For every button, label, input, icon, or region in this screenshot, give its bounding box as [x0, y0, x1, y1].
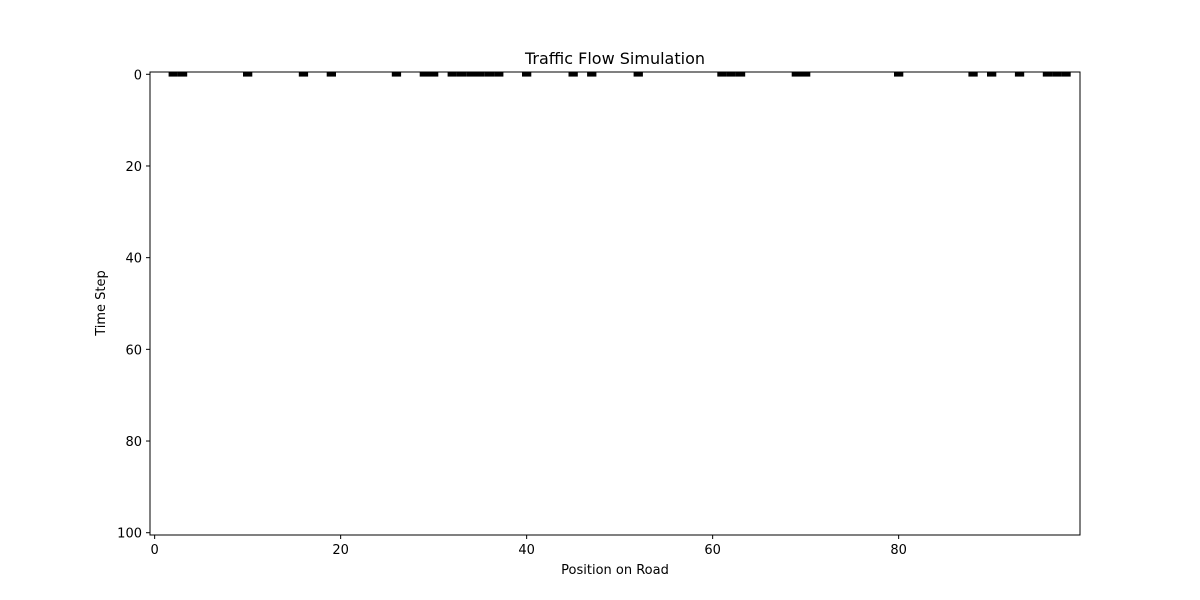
y-tick-label: 60 — [125, 343, 142, 358]
y-tick-label: 20 — [125, 160, 142, 175]
y-axis-label: Time Step — [94, 270, 109, 337]
occupied-cell — [243, 72, 253, 77]
occupied-cell — [475, 72, 485, 77]
occupied-cell — [484, 72, 495, 77]
plot-area — [150, 72, 1080, 535]
occupied-cell — [1052, 72, 1062, 77]
occupied-cell — [391, 72, 402, 77]
occupied-cell — [1042, 72, 1053, 77]
occupied-cell — [587, 72, 597, 77]
occupied-cell — [494, 72, 504, 77]
y-axis-ticks: 0 20 40 60 80 100 — [117, 68, 150, 542]
occupied-cell — [735, 72, 746, 77]
y-tick-label: 40 — [125, 252, 142, 267]
occupied-cell — [894, 72, 904, 77]
y-tick-label: 80 — [125, 435, 142, 450]
occupied-cell — [177, 72, 188, 77]
occupied-cell — [568, 72, 578, 77]
occupied-cell — [447, 72, 457, 77]
occupied-cell — [717, 72, 727, 77]
x-tick-label: 0 — [151, 543, 159, 558]
occupied-cell — [791, 72, 801, 77]
x-tick-label: 80 — [890, 543, 907, 558]
occupied-cell — [522, 72, 532, 77]
occupied-cell — [298, 72, 309, 77]
x-axis-ticks: 0 20 40 60 80 — [151, 535, 907, 558]
occupied-cell — [1014, 72, 1025, 77]
x-tick-label: 20 — [332, 543, 349, 558]
occupied-cell — [419, 72, 429, 77]
occupied-cell — [429, 72, 439, 77]
occupied-cell — [1061, 72, 1071, 77]
occupied-cell — [326, 72, 336, 77]
occupied-cell — [168, 72, 178, 77]
y-tick-label: 0 — [134, 68, 142, 83]
x-tick-label: 40 — [518, 543, 535, 558]
occupied-cell — [987, 72, 997, 77]
occupancy-cells — [168, 72, 1071, 77]
occupied-cell — [456, 72, 467, 77]
occupied-cell — [968, 72, 978, 77]
x-axis-label: Position on Road — [561, 563, 669, 578]
occupied-cell — [726, 72, 736, 77]
occupied-cell — [466, 72, 476, 77]
plot-frame — [149, 71, 1081, 536]
occupied-cell — [801, 72, 811, 77]
occupied-cell — [633, 72, 643, 77]
y-tick-label: 100 — [117, 527, 142, 542]
chart-title: Traffic Flow Simulation — [524, 49, 705, 68]
x-tick-label: 60 — [704, 543, 721, 558]
plot-background — [150, 72, 1080, 535]
